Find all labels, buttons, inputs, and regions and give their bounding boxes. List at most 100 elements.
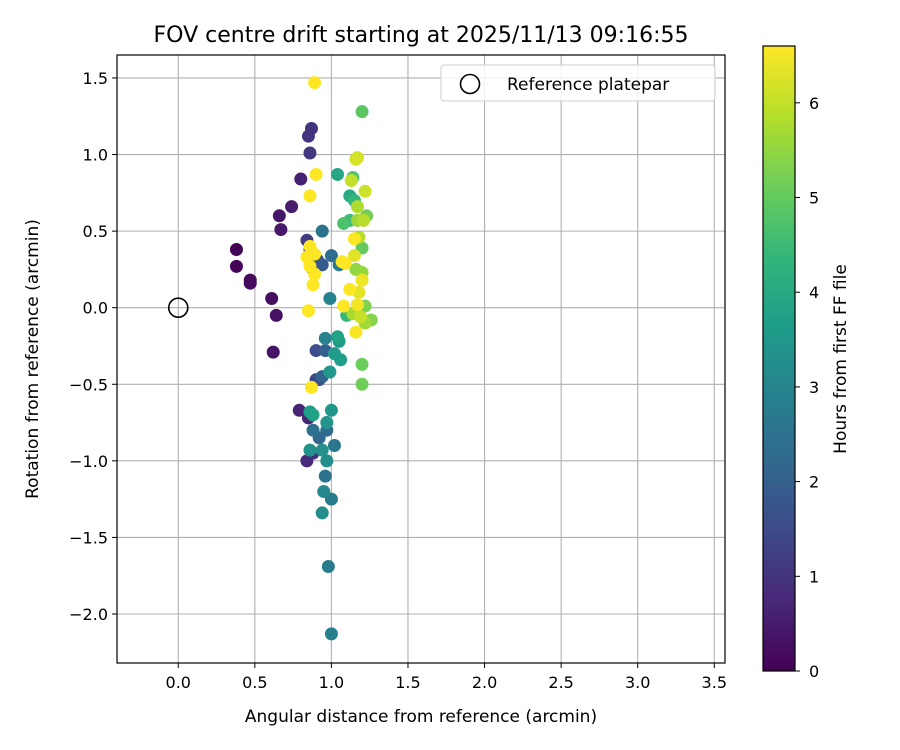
colorbar-ticks: 0 1 2 3 4 5 6 [795, 94, 819, 681]
data-point [265, 292, 279, 306]
colorbar-tick-label: 0 [809, 662, 819, 681]
data-point [315, 443, 329, 457]
x-axis-ticks: 0.0 0.5 1.0 1.5 2.0 2.5 3.0 3.5 [166, 663, 727, 692]
data-point [320, 416, 334, 430]
y-tick-label: 1.0 [83, 146, 108, 165]
data-point [334, 353, 348, 367]
y-tick-label: 0.5 [83, 222, 108, 241]
x-axis-label: Angular distance from reference (arcmin) [245, 707, 597, 727]
data-point [357, 213, 371, 227]
data-point [315, 506, 329, 520]
data-point [309, 167, 323, 181]
data-point [272, 209, 286, 223]
data-point [355, 273, 369, 287]
data-point [324, 403, 338, 417]
y-tick-label: −0.5 [69, 375, 108, 394]
colorbar-tick-label: 1 [809, 567, 819, 586]
data-point [229, 242, 243, 256]
reference-platepar-marker [167, 297, 189, 318]
x-tick-label: 2.5 [548, 673, 573, 692]
data-point [355, 377, 369, 391]
data-point [318, 331, 332, 345]
colorbar-gradient [762, 45, 796, 672]
x-tick-label: 1.0 [319, 673, 344, 692]
data-point [315, 224, 329, 238]
data-point [292, 403, 306, 417]
data-point [320, 454, 334, 468]
x-tick-label: 3.5 [702, 673, 727, 692]
data-point [304, 380, 318, 394]
x-tick-label: 2.0 [472, 673, 497, 692]
plot-frame [116, 54, 726, 664]
data-point [301, 129, 315, 143]
data-point [323, 365, 337, 379]
data-point [266, 345, 280, 359]
data-point [308, 76, 322, 90]
data-point [269, 308, 283, 322]
data-point [301, 304, 315, 318]
data-point [308, 267, 322, 281]
data-point [349, 325, 363, 339]
data-point [354, 310, 368, 324]
data-point [285, 200, 299, 214]
colorbar: 0 1 2 3 4 5 6 Hours from first FF file [762, 45, 851, 681]
colorbar-tick-label: 2 [809, 473, 819, 492]
colorbar-tick-label: 3 [809, 378, 819, 397]
data-point [294, 172, 308, 186]
data-point [343, 282, 357, 296]
data-point [355, 357, 369, 371]
colorbar-label: Hours from first FF file [831, 264, 851, 454]
data-point [358, 184, 372, 198]
x-tick-label: 3.0 [625, 673, 650, 692]
data-point [347, 232, 361, 246]
y-tick-label: 1.5 [83, 69, 108, 88]
data-point [355, 105, 369, 119]
colorbar-tick-label: 6 [809, 94, 819, 113]
legend-reference-marker [459, 73, 481, 95]
data-point [337, 216, 351, 230]
data-point [315, 258, 329, 272]
chart-title: FOV centre drift starting at 2025/11/13 … [154, 23, 689, 48]
y-tick-label: −2.0 [69, 605, 108, 624]
data-point [306, 278, 320, 292]
data-point [274, 223, 288, 237]
x-tick-label: 0.0 [166, 673, 191, 692]
data-point [331, 330, 345, 344]
y-axis-label: Rotation from reference (arcmin) [23, 219, 43, 499]
data-point [335, 255, 349, 269]
data-point [349, 152, 363, 166]
grid-lines [117, 55, 725, 663]
x-tick-label: 0.5 [242, 673, 267, 692]
data-point [321, 560, 335, 574]
colorbar-tick-label: 4 [809, 283, 819, 302]
data-point [344, 174, 358, 188]
legend-box [440, 64, 716, 102]
y-tick-label: −1.5 [69, 528, 108, 547]
legend: Reference platepar [440, 64, 716, 102]
data-point [331, 167, 345, 181]
data-point [323, 292, 337, 306]
data-point [306, 423, 320, 437]
colorbar-tick-label: 5 [809, 189, 819, 208]
data-point [337, 299, 351, 313]
data-point [350, 298, 364, 312]
legend-entry-reference: Reference platepar [507, 75, 669, 95]
data-point [324, 627, 338, 641]
data-point [229, 259, 243, 273]
data-point [347, 249, 361, 263]
data-point [303, 146, 317, 160]
data-point [317, 484, 331, 498]
data-point [303, 189, 317, 203]
data-point [306, 408, 320, 422]
data-point [324, 249, 338, 263]
x-tick-label: 1.5 [395, 673, 420, 692]
data-point [309, 344, 323, 358]
y-tick-label: −1.0 [69, 452, 108, 471]
data-point [327, 439, 341, 453]
data-point [350, 200, 364, 214]
y-tick-label: 0.0 [83, 299, 108, 318]
data-points [229, 76, 378, 641]
data-point [318, 469, 332, 483]
data-point [243, 276, 257, 290]
